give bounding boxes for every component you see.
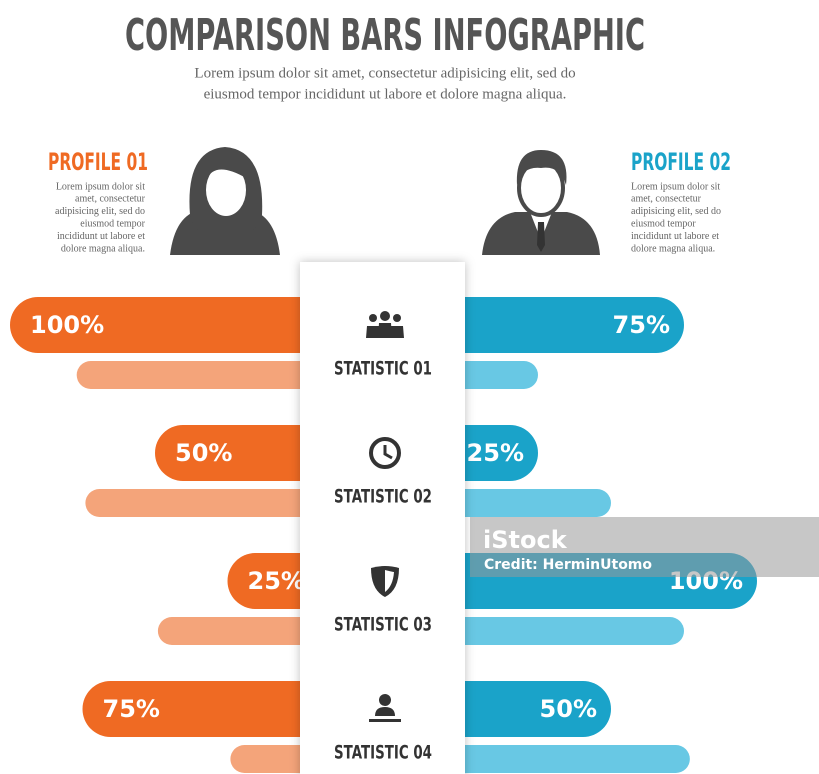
male-avatar — [482, 150, 600, 255]
value-label: 75% — [613, 311, 670, 339]
profile-text: amet, consectetur — [631, 194, 702, 205]
profile-text: adipisicing elit, sed do — [631, 206, 721, 217]
secondary-bar — [77, 361, 330, 389]
watermark-brand: iStock — [483, 526, 568, 554]
watermark: iStock Credit: HerminUtomo — [470, 517, 819, 577]
profile-text: eiusmod tempor — [631, 218, 696, 229]
statistic-label: STATISTIC 03 — [334, 614, 432, 636]
watermark-credit: Credit: HerminUtomo — [484, 557, 652, 573]
profile-text: incididunt ut labore et — [57, 231, 145, 242]
profile-name: PROFILE 02 — [631, 148, 731, 176]
profile-text: dolore magna aliqua. — [631, 243, 715, 254]
subtitle: Lorem ipsum dolor sit amet, consectetur … — [194, 65, 575, 81]
infographic: 100%75%50%25%25%100%75%50% COMPARISON BA… — [0, 0, 819, 774]
profile-text: dolore magna aliqua. — [61, 243, 145, 254]
statistic-label: STATISTIC 02 — [334, 486, 432, 508]
profile-text: Lorem ipsum dolor sit — [631, 181, 720, 192]
profile-name: PROFILE 01 — [48, 148, 148, 176]
subtitle: eiusmod tempor incididunt ut labore et d… — [204, 86, 567, 102]
header: COMPARISON BARS INFOGRAPHIC Lorem ipsum … — [125, 10, 645, 102]
value-label: 50% — [540, 695, 597, 723]
profile-text: amet, consectetur — [75, 194, 146, 205]
secondary-bar — [85, 489, 330, 517]
value-label: 75% — [103, 695, 160, 723]
female-avatar — [170, 147, 280, 255]
secondary-bar — [435, 617, 684, 645]
statistic-label: STATISTIC 04 — [334, 742, 432, 764]
profile-text: Lorem ipsum dolor sit — [56, 181, 145, 192]
profile-text: eiusmod tempor — [80, 218, 145, 229]
secondary-bar — [435, 745, 690, 773]
profile-text: incididunt ut labore et — [631, 231, 719, 242]
statistic-label: STATISTIC 01 — [334, 358, 432, 380]
value-label: 25% — [467, 439, 524, 467]
profile-text: adipisicing elit, sed do — [55, 206, 145, 217]
value-label: 100% — [30, 311, 104, 339]
title: COMPARISON BARS INFOGRAPHIC — [125, 10, 645, 61]
value-label: 50% — [175, 439, 232, 467]
value-label: 25% — [248, 567, 305, 595]
